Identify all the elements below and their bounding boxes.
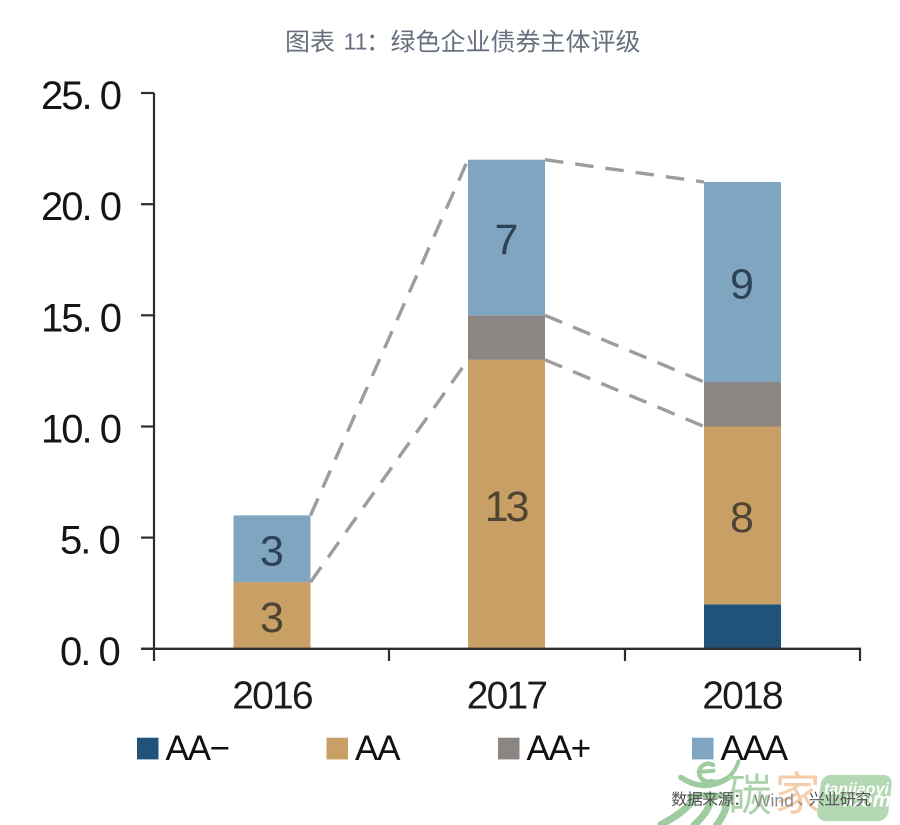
svg-text:0. 0: 0. 0 bbox=[60, 630, 119, 674]
svg-text:9: 9 bbox=[730, 261, 754, 309]
svg-text:25. 0: 25. 0 bbox=[41, 74, 121, 118]
svg-text:15. 0: 15. 0 bbox=[41, 296, 121, 340]
svg-text:8: 8 bbox=[730, 494, 754, 542]
svg-text:2017: 2017 bbox=[467, 675, 547, 718]
svg-text:tanjiaoyi: tanjiaoyi bbox=[824, 781, 889, 798]
svg-text:7: 7 bbox=[495, 216, 519, 264]
svg-text:AA−: AA− bbox=[166, 729, 230, 768]
svg-text:Wind: Wind bbox=[754, 790, 794, 810]
svg-text:2016: 2016 bbox=[232, 675, 312, 718]
svg-text:11: 11 bbox=[344, 29, 368, 55]
svg-text:3: 3 bbox=[260, 594, 284, 642]
svg-text:10. 0: 10. 0 bbox=[41, 408, 121, 452]
svg-text:13: 13 bbox=[485, 483, 529, 531]
svg-text:3: 3 bbox=[260, 528, 284, 576]
svg-text:AA+: AA+ bbox=[527, 729, 591, 768]
svg-text:AAA: AAA bbox=[721, 729, 789, 768]
svg-text:AA: AA bbox=[355, 729, 401, 768]
svg-text:20. 0: 20. 0 bbox=[41, 185, 121, 229]
svg-text:5. 0: 5. 0 bbox=[60, 519, 119, 563]
svg-text:2018: 2018 bbox=[702, 675, 782, 718]
